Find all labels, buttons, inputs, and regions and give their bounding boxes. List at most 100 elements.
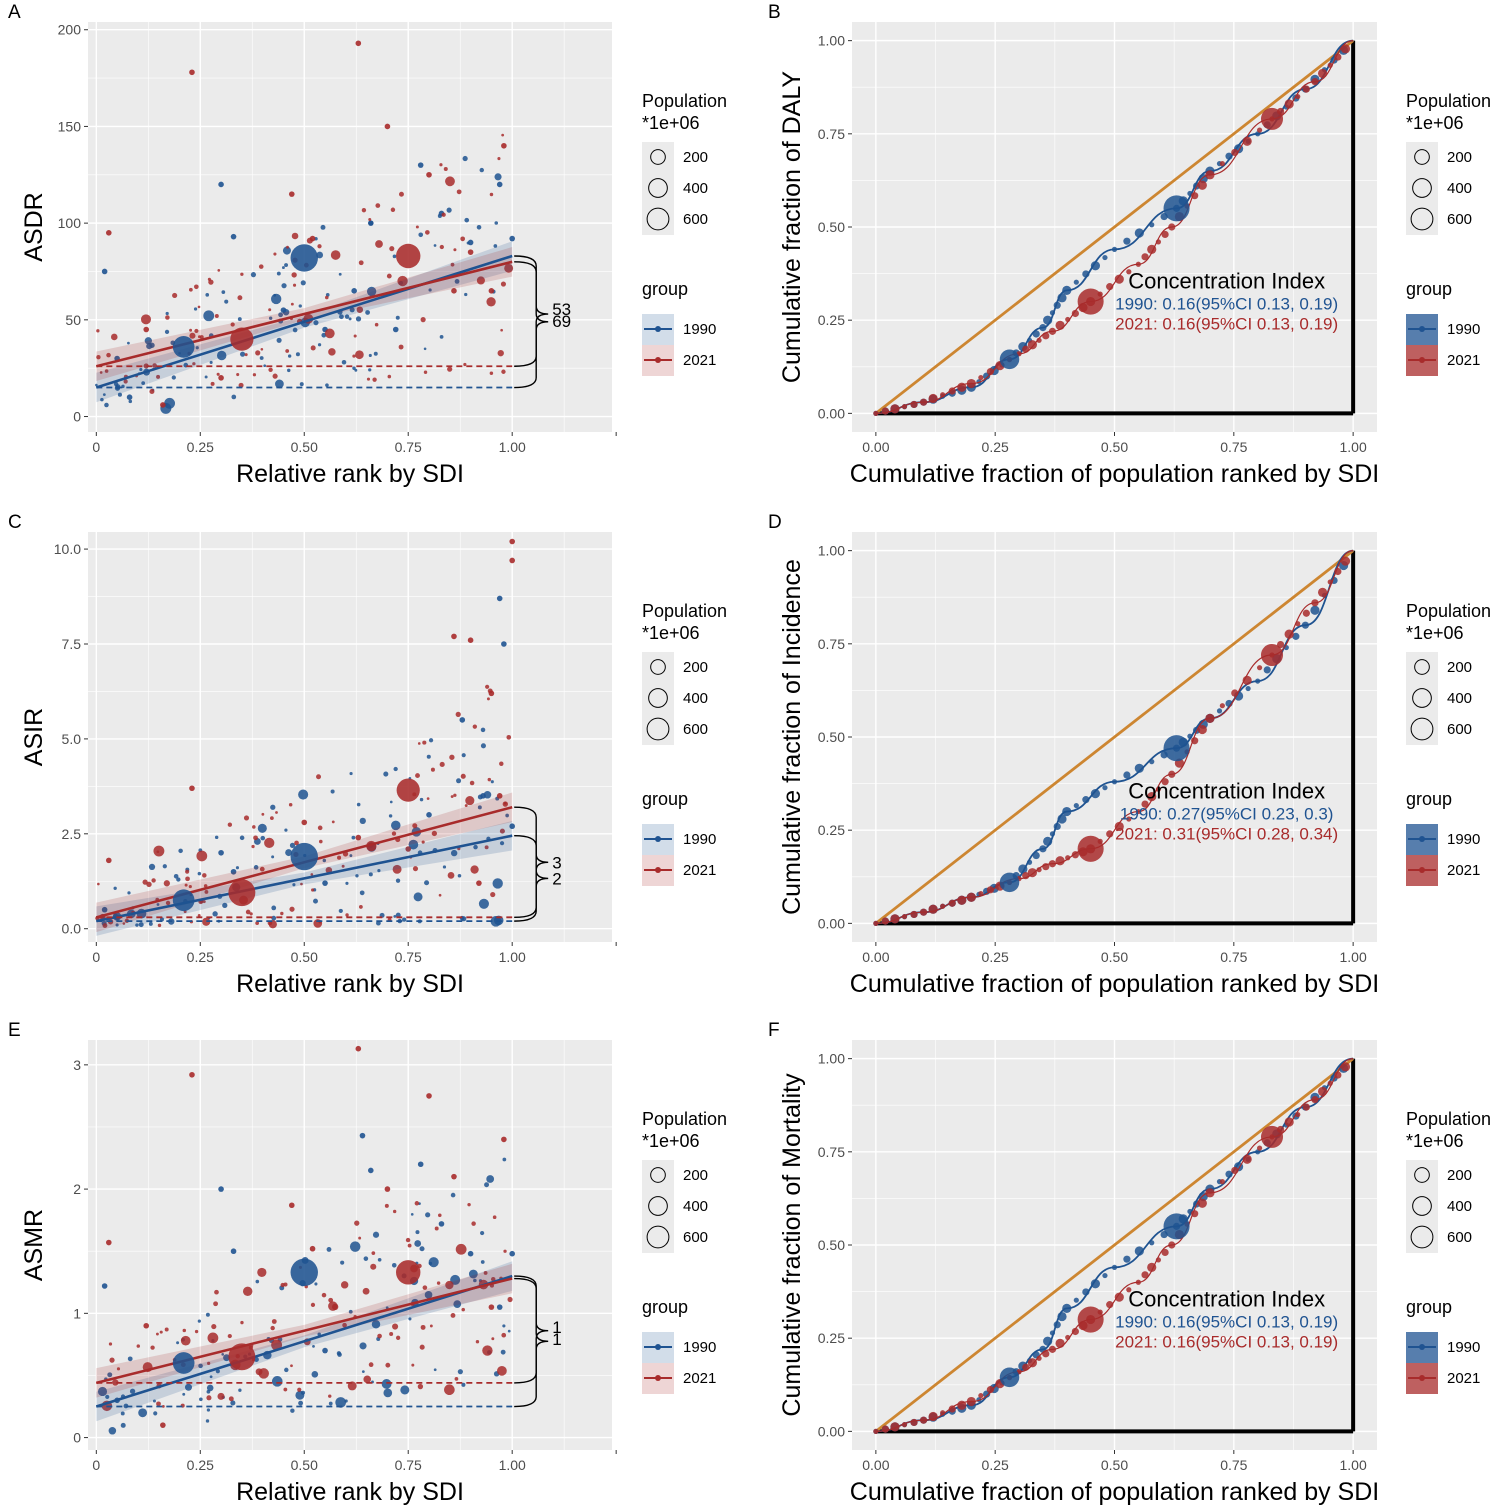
country-point-2021 bbox=[1027, 1358, 1038, 1368]
scatter-point-2021 bbox=[109, 1357, 115, 1363]
scatter-point-1990 bbox=[496, 181, 503, 188]
scatter-point-2021 bbox=[283, 1387, 288, 1392]
country-point-1990 bbox=[1225, 152, 1233, 160]
country-point-2021 bbox=[940, 392, 946, 398]
scatter-point-1990 bbox=[313, 320, 319, 326]
scatter-point-2021 bbox=[453, 248, 457, 252]
y-tick-label: 0.25 bbox=[818, 1330, 845, 1346]
legend-key-bg bbox=[642, 683, 674, 714]
scatter-point-2021 bbox=[150, 1345, 155, 1350]
scatter-point-1990 bbox=[349, 307, 355, 313]
legend-size-circle bbox=[648, 688, 668, 708]
scatter-point-2021 bbox=[489, 192, 494, 197]
country-point-2021 bbox=[957, 382, 967, 392]
country-point-2021 bbox=[1036, 337, 1042, 343]
country-point-1990 bbox=[1053, 822, 1061, 831]
country-point-2021 bbox=[1197, 724, 1207, 735]
equality-line bbox=[875, 549, 1354, 925]
panel-F: F 0.00 0.25 0.50 0.75 1.00 0.00 0.25 0.50 0.75 1.0… bbox=[768, 1020, 1491, 1506]
scatter-point-2021 bbox=[354, 1220, 360, 1226]
scatter-point-1990 bbox=[377, 1257, 382, 1262]
scatter-point-1990 bbox=[127, 891, 131, 895]
legend-dot-1990 bbox=[655, 326, 661, 332]
scatter-point-1990 bbox=[414, 1240, 422, 1247]
legend-group-label: 1990 bbox=[683, 321, 716, 338]
scatter-point-2021 bbox=[422, 740, 427, 745]
large-country-point-2021 bbox=[1260, 643, 1284, 667]
large-country-point-1990 bbox=[1163, 1213, 1190, 1240]
scatter-point-2021 bbox=[486, 697, 490, 701]
country-point-1990 bbox=[1134, 1246, 1144, 1256]
country-point-2021 bbox=[1317, 68, 1328, 79]
scatter-point-2021 bbox=[471, 1221, 476, 1226]
country-point-2021 bbox=[986, 368, 995, 376]
scatter-point-2021 bbox=[324, 328, 335, 339]
scatter-point-2021 bbox=[116, 1367, 121, 1371]
scatter-point-2021 bbox=[461, 1307, 465, 1312]
country-point-1990 bbox=[1073, 802, 1079, 809]
scatter-point-2021 bbox=[496, 793, 503, 799]
country-point-1990 bbox=[1082, 270, 1090, 278]
scatter-point-2021 bbox=[484, 845, 489, 850]
scatter-point-2021 bbox=[431, 830, 437, 837]
x-tick-label: 0.25 bbox=[982, 949, 1009, 965]
scatter-point-2021 bbox=[289, 906, 295, 912]
plot-background bbox=[88, 532, 612, 942]
scatter-point-2021 bbox=[105, 857, 112, 864]
country-point-2021 bbox=[1071, 851, 1079, 859]
brace-label: 1 bbox=[552, 1330, 561, 1349]
scatter-point-1990 bbox=[317, 343, 322, 347]
scatter-point-2021 bbox=[467, 1202, 471, 1207]
scatter-point-2021 bbox=[294, 840, 299, 846]
scatter-point-1990 bbox=[271, 915, 277, 921]
scatter-point-1990 bbox=[162, 864, 167, 869]
large-country-point-2021 bbox=[1260, 107, 1284, 130]
difference-brace bbox=[514, 835, 549, 922]
scatter-point-1990 bbox=[428, 288, 432, 292]
country-point-2021 bbox=[1197, 180, 1207, 190]
scatter-point-1990 bbox=[239, 835, 245, 841]
country-point-2021 bbox=[1042, 332, 1050, 340]
country-point-1990 bbox=[1049, 831, 1056, 837]
country-point-2021 bbox=[881, 1425, 890, 1433]
large-country-point-2021 bbox=[228, 879, 256, 907]
scatter-point-2021 bbox=[342, 1322, 347, 1328]
country-point-2021 bbox=[940, 1410, 946, 1416]
legend-size-circle bbox=[1412, 688, 1432, 708]
scatter-point-2021 bbox=[253, 835, 258, 841]
y-tick-label: 150 bbox=[58, 118, 82, 134]
legend-size-label: 200 bbox=[683, 149, 708, 166]
scatter-point-2021 bbox=[301, 819, 308, 826]
scatter-point-1990 bbox=[284, 1367, 289, 1373]
scatter-point-1990 bbox=[450, 849, 458, 857]
y-tick-label: 0.00 bbox=[818, 915, 845, 931]
country-point-2021 bbox=[873, 1428, 879, 1434]
scatter-point-1990 bbox=[295, 352, 300, 357]
scatter-point-2021 bbox=[438, 1213, 442, 1218]
scatter-point-1990 bbox=[356, 802, 361, 807]
legend-group-title: group bbox=[1406, 279, 1452, 299]
scatter-point-2021 bbox=[172, 292, 178, 299]
scatter-point-2021 bbox=[426, 171, 432, 178]
scatter-point-1990 bbox=[456, 778, 462, 784]
scatter-point-2021 bbox=[500, 328, 503, 332]
scatter-point-1990 bbox=[173, 873, 179, 879]
scatter-point-2021 bbox=[501, 369, 506, 374]
country-point-2021 bbox=[957, 1400, 967, 1410]
country-point-2021 bbox=[1147, 792, 1157, 802]
legend-dot-2021 bbox=[1419, 867, 1425, 873]
scatter-point-2021 bbox=[395, 1335, 401, 1340]
scatter-point-2021 bbox=[377, 1333, 382, 1339]
scatter-point-1990 bbox=[433, 244, 437, 247]
scatter-point-1990 bbox=[120, 1411, 125, 1416]
difference-brace bbox=[514, 255, 549, 389]
country-point-1990 bbox=[1245, 685, 1251, 692]
scatter-point-1990 bbox=[480, 1230, 485, 1236]
country-point-2021 bbox=[1022, 872, 1030, 880]
scatter-point-2021 bbox=[112, 1379, 119, 1386]
scatter-point-1990 bbox=[197, 871, 202, 876]
legend-size-label: 200 bbox=[1447, 149, 1472, 166]
scatter-point-1990 bbox=[285, 849, 293, 857]
country-point-2021 bbox=[1114, 1292, 1124, 1302]
